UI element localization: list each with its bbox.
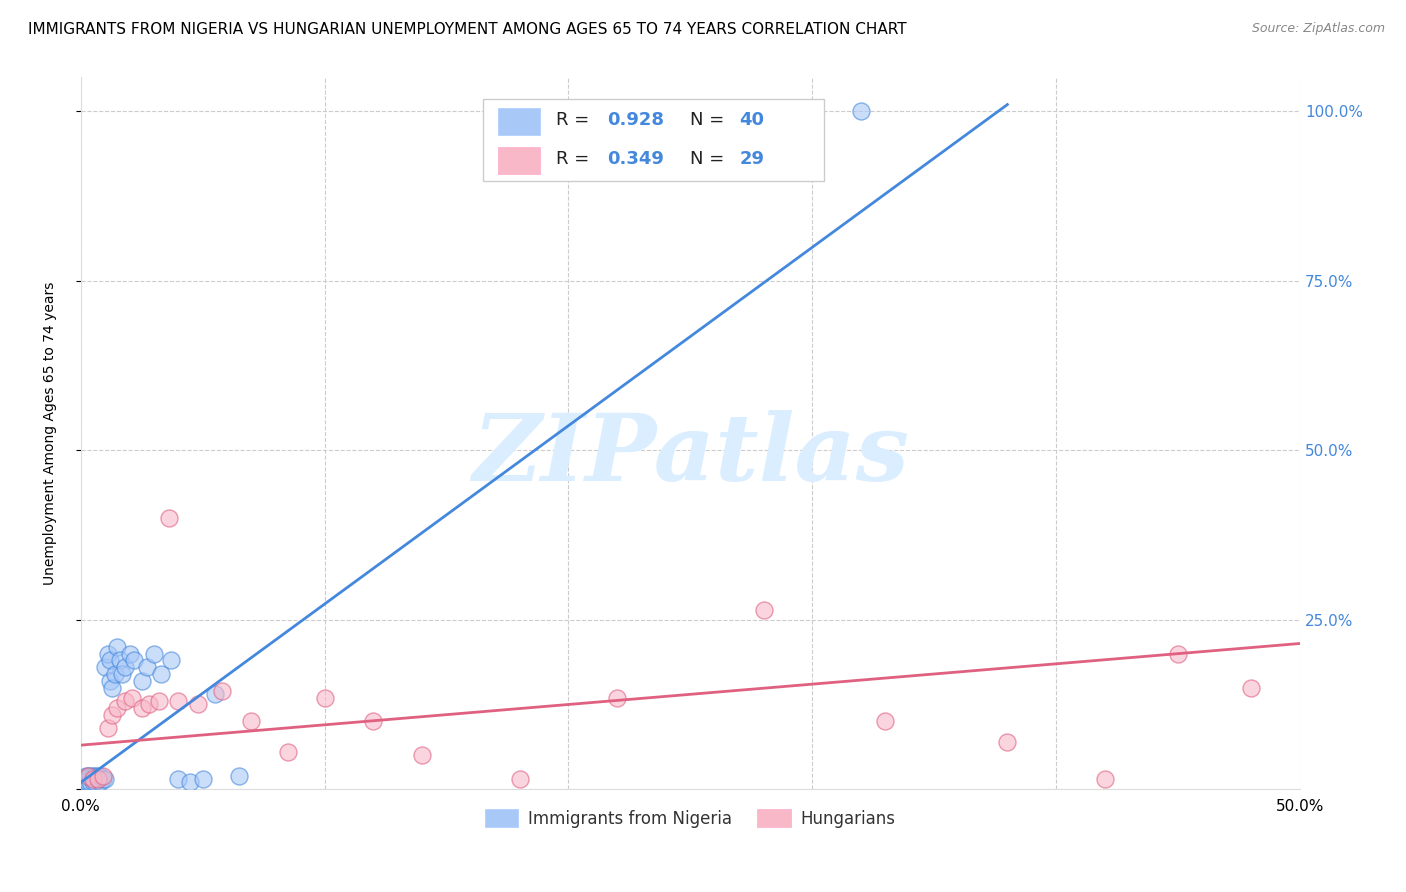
Point (160, 653, 183, 667)
Point (114, 660, 136, 674)
Point (277, 745, 299, 759)
Point (96, 647, 118, 661)
Point (98, 653, 121, 667)
Point (101, 681, 124, 695)
Point (108, 653, 131, 667)
Point (82, 769, 104, 783)
Point (1167, 647, 1189, 661)
Point (124, 653, 146, 667)
Point (84, 775, 107, 789)
Point (228, 769, 250, 783)
Text: 0.349: 0.349 (607, 151, 665, 169)
Point (191, 772, 214, 786)
Point (240, 714, 263, 729)
Point (96, 721, 118, 735)
Point (875, 714, 897, 729)
Point (77, 775, 100, 789)
Point (79, 769, 101, 783)
Point (121, 690, 143, 705)
Point (94, 772, 117, 786)
Point (87, 769, 110, 783)
Point (135, 660, 157, 674)
Point (157, 511, 180, 525)
Point (1094, 772, 1116, 786)
Bar (498, 147, 540, 174)
Point (606, 690, 628, 705)
Point (314, 690, 336, 705)
Point (91, 769, 114, 783)
Text: N =: N = (690, 111, 730, 128)
Point (87, 772, 110, 786)
Text: 29: 29 (740, 151, 763, 169)
Y-axis label: Unemployment Among Ages 65 to 74 years: Unemployment Among Ages 65 to 74 years (44, 282, 58, 585)
Point (150, 667, 173, 681)
Point (82, 772, 104, 786)
Point (104, 667, 127, 681)
Text: IMMIGRANTS FROM NIGERIA VS HUNGARIAN UNEMPLOYMENT AMONG AGES 65 TO 74 YEARS CORR: IMMIGRANTS FROM NIGERIA VS HUNGARIAN UNE… (28, 22, 907, 37)
Point (111, 667, 134, 681)
Point (75, 769, 97, 783)
Point (752, 602, 775, 616)
Text: R =: R = (557, 111, 595, 128)
Point (995, 735, 1018, 749)
Point (138, 698, 160, 712)
Point (87, 772, 110, 786)
Text: Source: ZipAtlas.com: Source: ZipAtlas.com (1251, 22, 1385, 36)
Point (89, 775, 111, 789)
Point (77, 769, 100, 783)
Text: R =: R = (557, 151, 595, 169)
Point (167, 772, 190, 786)
Point (91, 772, 114, 786)
Point (148, 694, 170, 708)
Point (98, 673, 121, 688)
Point (84, 769, 107, 783)
Point (131, 701, 153, 715)
Point (89, 769, 111, 783)
Point (101, 707, 124, 722)
Point (179, 775, 201, 789)
Text: N =: N = (690, 151, 730, 169)
Point (94, 660, 117, 674)
Point (77, 769, 100, 783)
Point (142, 647, 165, 661)
Point (79, 775, 101, 789)
Bar (484, 99, 824, 181)
Point (411, 748, 433, 763)
Point (1240, 681, 1263, 695)
Legend: Immigrants from Nigeria, Hungarians: Immigrants from Nigeria, Hungarians (478, 803, 903, 834)
Point (167, 694, 190, 708)
Point (75, 775, 97, 789)
Text: 0.928: 0.928 (607, 111, 665, 128)
Point (114, 694, 136, 708)
Text: ZIPatlas: ZIPatlas (472, 409, 908, 500)
Point (105, 640, 128, 654)
Text: 40: 40 (740, 111, 763, 128)
Point (363, 714, 385, 729)
Point (204, 687, 226, 701)
Point (211, 684, 233, 698)
Point (187, 698, 209, 712)
Bar (498, 108, 540, 135)
Point (105, 701, 128, 715)
Point (118, 647, 141, 661)
Point (72, 775, 94, 789)
Point (82, 775, 104, 789)
Point (131, 673, 153, 688)
Point (509, 772, 531, 786)
Point (849, 104, 872, 119)
